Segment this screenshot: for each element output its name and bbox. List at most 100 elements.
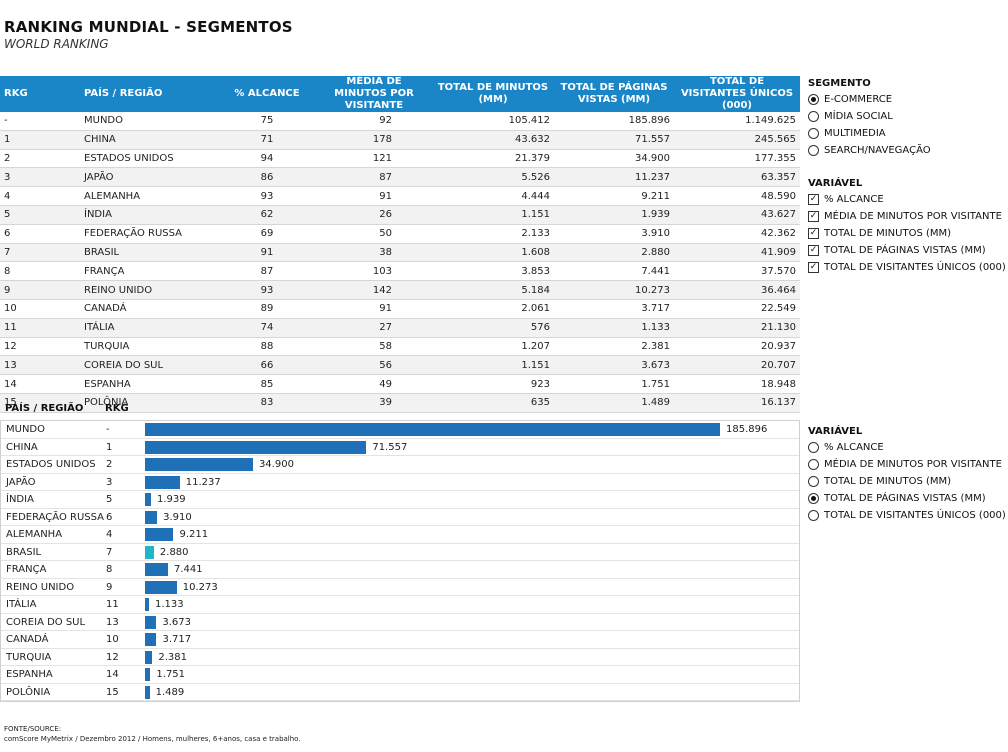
bar-value-label: 3.910 (163, 511, 192, 523)
cell-alcance: 75 (218, 112, 316, 131)
radio-button[interactable] (808, 459, 819, 470)
cell-total_min: 1.608 (432, 243, 554, 263)
bar[interactable] (145, 580, 177, 594)
col-pais[interactable]: PAÍS / REGIÃO (80, 76, 218, 112)
variable-checks-option-total-de-minutos-mm[interactable]: ✓ TOTAL DE MINUTOS (MM) (808, 225, 1006, 242)
checkbox[interactable]: ✓ (808, 194, 819, 205)
radio-button[interactable] (808, 128, 819, 139)
radio-button[interactable] (808, 493, 819, 504)
table-row[interactable]: 6 FEDERAÇÃO RUSSA 69 50 2.133 3.910 42.362 (0, 224, 800, 244)
col-total-minutos[interactable]: TOTAL DE MINUTOS (MM) (432, 76, 554, 112)
cell-paginas: 1.489 (554, 393, 674, 413)
bar[interactable] (145, 475, 180, 489)
col-paginas[interactable]: TOTAL DE PÁGINAS VISTAS (MM) (554, 76, 674, 112)
table-row[interactable]: 1 CHINA 71 178 43.632 71.557 245.565 (0, 130, 800, 150)
col-alcance[interactable]: % ALCANCE (218, 76, 316, 112)
cell-media: 27 (316, 318, 432, 338)
cell-rkg: 2 (0, 149, 80, 169)
variable-radios-option-total-de-minutos-mm[interactable]: TOTAL DE MINUTOS (MM) (808, 473, 1006, 490)
checkbox[interactable]: ✓ (808, 262, 819, 273)
variable-checks-option-media-de-minutos-por-visitante[interactable]: ✓ MÉDIA DE MINUTOS POR VISITANTE (808, 208, 1006, 225)
cell-paginas: 3.717 (554, 299, 674, 319)
cell-total_min: 4.444 (432, 186, 554, 206)
checkbox[interactable]: ✓ (808, 211, 819, 222)
segment-panel-option-midia-social[interactable]: MÍDIA SOCIAL (808, 108, 931, 125)
table-row[interactable]: 7 BRASIL 91 38 1.608 2.880 41.909 (0, 243, 800, 263)
bar[interactable] (145, 685, 150, 699)
bar[interactable] (145, 510, 158, 524)
variable-radios-option-media-de-minutos-por-visitante[interactable]: MÉDIA DE MINUTOS POR VISITANTE (808, 456, 1006, 473)
table-row[interactable]: 14 ESPANHA 85 49 923 1.751 18.948 (0, 374, 800, 394)
table-row[interactable]: 8 FRANÇA 87 103 3.853 7.441 37.570 (0, 261, 800, 282)
segment-panel-option-e-commerce[interactable]: E-COMMERCE (808, 91, 931, 108)
bar-category-label: CHINA (6, 441, 38, 453)
bar-rank-label: - (106, 424, 110, 435)
col-visitantes[interactable]: TOTAL DE VISITANTES ÚNICOS (000) (674, 76, 800, 112)
table-row[interactable]: 10 CANADÁ 89 91 2.061 3.717 22.549 (0, 299, 800, 319)
cell-media: 142 (316, 280, 432, 300)
bar[interactable] (145, 598, 149, 611)
bar[interactable] (145, 615, 157, 629)
radio-button[interactable] (808, 510, 819, 521)
cell-visitantes: 43.627 (674, 205, 800, 225)
bar[interactable] (145, 545, 154, 559)
segment-title: SEGMENTO (808, 78, 871, 89)
bar[interactable] (145, 668, 151, 681)
variable-radios-option-total-de-visitantes-unicos-000[interactable]: TOTAL DE VISITANTES ÚNICOS (000) (808, 507, 1006, 524)
option-label: % ALCANCE (824, 442, 884, 453)
variable-radio-panel: VARIÁVEL % ALCANCE MÉDIA DE MINUTOS POR V… (808, 425, 1006, 524)
table-row[interactable]: 9 REINO UNIDO 93 142 5.184 10.273 36.464 (0, 280, 800, 300)
cell-visitantes: 37.570 (674, 261, 800, 282)
table-row[interactable]: 2 ESTADOS UNIDOS 94 121 21.379 34.900 177.355 (0, 149, 800, 169)
bar[interactable] (145, 423, 720, 436)
cell-alcance: 89 (218, 299, 316, 319)
variable-radios-option-alcance[interactable]: % ALCANCE (808, 439, 1006, 456)
variable-radios-option-total-de-paginas-vistas-mm[interactable]: TOTAL DE PÁGINAS VISTAS (MM) (808, 490, 1006, 507)
radio-button[interactable] (808, 94, 819, 105)
cell-alcance: 86 (218, 167, 316, 188)
cell-alcance: 87 (218, 261, 316, 282)
cell-rkg: 15 (0, 393, 80, 413)
checkbox[interactable]: ✓ (808, 228, 819, 239)
table-row[interactable]: 4 ALEMANHA 93 91 4.444 9.211 48.590 (0, 186, 800, 206)
segment-panel-option-multimedia[interactable]: MULTIMEDIA (808, 125, 931, 142)
bar-value-label: 7.441 (174, 564, 203, 575)
radio-button[interactable] (808, 442, 819, 453)
col-media[interactable]: MÉDIA DE MINUTOS POR VISITANTE (316, 76, 432, 112)
cell-media: 121 (316, 149, 432, 169)
bar[interactable] (145, 528, 174, 541)
cell-alcance: 93 (218, 186, 316, 206)
table-row[interactable]: 11 ITÁLIA 74 27 576 1.133 21.130 (0, 318, 800, 338)
bar[interactable] (145, 650, 153, 664)
cell-visitantes: 20.937 (674, 337, 800, 357)
checkbox[interactable]: ✓ (808, 245, 819, 256)
variable-checks-option-total-de-paginas-vistas-mm[interactable]: ✓ TOTAL DE PÁGINAS VISTAS (MM) (808, 242, 1006, 259)
bar-rank-label: 6 (106, 511, 113, 523)
cell-paginas: 71.557 (554, 130, 674, 150)
bar[interactable] (145, 493, 151, 506)
bar[interactable] (145, 458, 253, 471)
cell-rkg: 7 (0, 243, 80, 263)
table-row[interactable]: 12 TURQUIA 88 58 1.207 2.381 20.937 (0, 337, 800, 357)
cell-alcance: 66 (218, 355, 316, 376)
option-label: E-COMMERCE (824, 94, 893, 105)
table-row[interactable]: 5 ÍNDIA 62 26 1.151 1.939 43.627 (0, 205, 800, 225)
bar[interactable] (145, 633, 157, 646)
radio-button[interactable] (808, 111, 819, 122)
variable-checks-option-total-de-visitantes-unicos-000[interactable]: ✓ TOTAL DE VISITANTES ÚNICOS (000) (808, 259, 1006, 276)
cell-rkg: 4 (0, 186, 80, 206)
bar[interactable] (145, 563, 169, 576)
table-row[interactable]: 3 JAPÃO 86 87 5.526 11.237 63.357 (0, 167, 800, 188)
variable-checks-option-alcance[interactable]: ✓ % ALCANCE (808, 191, 1006, 208)
variable-check-title: VARIÁVEL (808, 178, 863, 189)
col-rkg[interactable]: RKG (0, 76, 80, 112)
table-row[interactable]: 13 COREIA DO SUL 66 56 1.151 3.673 20.707 (0, 355, 800, 376)
segment-panel-option-search-navegacao[interactable]: SEARCH/NAVEGAÇÃO (808, 142, 931, 159)
table-row[interactable]: - MUNDO 75 92 105.412 185.896 1.149.625 (0, 112, 800, 131)
radio-button[interactable] (808, 145, 819, 156)
bar-category-label: REINO UNIDO (6, 581, 75, 593)
source-text: comScore MyMetrix / Dezembro 2012 / Home… (4, 735, 301, 743)
table-row[interactable]: 15 POLÔNIA 83 39 635 1.489 16.137 (0, 393, 800, 413)
bar[interactable] (145, 440, 367, 454)
radio-button[interactable] (808, 476, 819, 487)
